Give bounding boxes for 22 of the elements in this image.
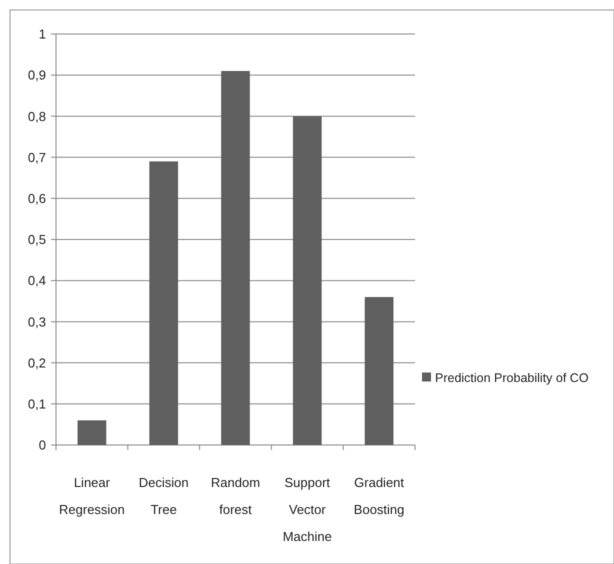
x-tick-label: Gradient Boosting [354, 475, 404, 517]
bar [149, 161, 178, 445]
y-tick-label: 1 [38, 26, 46, 42]
bar [78, 420, 106, 445]
bar [292, 116, 322, 445]
y-tick-label: 0,4 [28, 273, 46, 288]
y-tick-label: 0,5 [28, 232, 46, 248]
y-tick-label: 0,3 [28, 314, 46, 330]
y-tick-label: 0,7 [28, 150, 46, 165]
x-tick-label: Support Vector Machine [282, 475, 332, 544]
bar [221, 70, 250, 445]
y-tick-label: 0,9 [28, 68, 46, 83]
y-tick-label: 0 [38, 438, 46, 453]
x-tick-label: Decision Tree [138, 475, 189, 517]
y-tick-label: 0,1 [28, 396, 46, 412]
y-tick-label: 0,6 [28, 190, 46, 206]
y-tick-label: 0,8 [28, 108, 46, 124]
x-tick-label: Random forest [210, 475, 260, 517]
x-tick-label: Linear Regression [59, 475, 125, 517]
y-tick-label: 0,2 [28, 355, 46, 370]
legend-label: Prediction Probability of CO [435, 370, 589, 385]
bar [364, 297, 394, 445]
